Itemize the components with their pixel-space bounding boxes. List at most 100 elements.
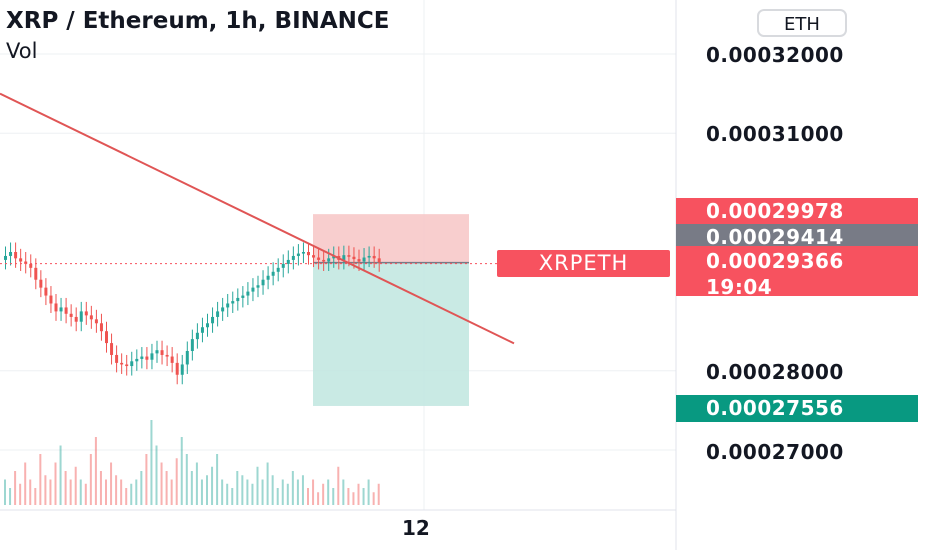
candle-body: [211, 316, 215, 324]
volume-bar: [130, 483, 133, 505]
candle-body: [160, 350, 164, 355]
volume-bar: [372, 492, 375, 505]
candle-body: [190, 339, 194, 351]
volume-bar: [195, 462, 198, 505]
volume-bar: [165, 471, 168, 505]
candle-body: [185, 351, 189, 365]
candle-body: [59, 307, 63, 312]
candle-body: [226, 303, 230, 308]
volume-bar: [347, 488, 350, 505]
volume-bar: [332, 488, 335, 505]
candle-body: [24, 261, 28, 264]
candle-body: [135, 358, 139, 362]
volume-bar: [286, 483, 289, 505]
candle-body: [34, 267, 38, 280]
candle-body: [317, 257, 321, 260]
price-tick-label: 0.00032000: [706, 43, 844, 67]
candle-body: [281, 263, 285, 268]
volume-bar: [79, 479, 82, 505]
candle-body: [165, 354, 169, 357]
volume-bar: [216, 454, 219, 505]
volume-bar: [99, 471, 102, 505]
time-axis-label: 12: [402, 516, 430, 540]
candle-body: [130, 361, 134, 367]
volume-bar: [281, 479, 284, 505]
volume-bar: [89, 454, 92, 505]
volume-bar: [54, 462, 57, 505]
candle-body: [352, 256, 356, 260]
stop-loss-price-badge[interactable]: 0.00029978: [676, 198, 918, 225]
candle-body: [115, 354, 119, 363]
volume-bar: [180, 437, 183, 505]
chart-title: XRP / Ethereum, 1h, BINANCE: [6, 8, 390, 34]
volume-bar: [14, 471, 17, 505]
currency-button[interactable]: ETH: [757, 9, 847, 37]
volume-bar: [322, 483, 325, 505]
candle-body: [327, 258, 331, 262]
volume-bar: [251, 483, 254, 505]
volume-bar: [74, 466, 77, 505]
volume-bar: [44, 475, 47, 505]
volume-bar: [135, 479, 138, 505]
candle-body: [236, 297, 240, 302]
volume-bar: [160, 462, 163, 505]
volume-bar: [39, 454, 42, 505]
candle-body: [29, 263, 33, 268]
candle-body: [175, 362, 179, 375]
volume-bar: [94, 437, 97, 505]
candle-body: [216, 311, 220, 317]
volume-bar: [49, 479, 52, 505]
volume-bar: [200, 479, 203, 505]
volume-bar: [125, 488, 128, 505]
volume-bar: [120, 479, 123, 505]
candle-body: [261, 279, 265, 286]
volume-bar: [327, 479, 330, 505]
volume-bar: [337, 466, 340, 505]
candle-body: [372, 255, 376, 259]
candle-body: [246, 291, 250, 296]
candle-body: [322, 259, 326, 262]
volume-bar: [140, 471, 143, 505]
volume-bar: [155, 445, 158, 505]
volume-bar: [150, 420, 153, 505]
candle-body: [39, 279, 43, 288]
price-tick-label: 0.00031000: [706, 122, 844, 146]
candle-body: [286, 259, 290, 264]
volume-indicator-label[interactable]: Vol: [6, 39, 38, 63]
bar-countdown: 19:04: [706, 275, 773, 299]
candle-body: [4, 255, 7, 260]
candle-body: [276, 267, 280, 272]
symbol-label: XRPETH: [497, 250, 670, 277]
last-price-badge[interactable]: 0.00029366 19:04: [676, 246, 918, 299]
candle-body: [120, 362, 124, 365]
take-profit-price-badge[interactable]: 0.00027556: [676, 395, 918, 422]
candle-body: [332, 255, 336, 259]
volume-bar: [276, 488, 279, 505]
price-tick-label: 0.00027000: [706, 440, 844, 464]
volume-bar: [377, 483, 380, 505]
candle-body: [105, 331, 108, 344]
candle-body: [69, 313, 73, 317]
volume-bar: [342, 479, 345, 505]
candle-body: [256, 285, 260, 288]
volume-bar: [317, 492, 320, 505]
candle-body: [99, 323, 103, 332]
candle-body: [266, 275, 270, 280]
candle-body: [44, 287, 48, 296]
price-tick-label: 0.00028000: [706, 360, 844, 384]
candle-body: [14, 252, 18, 259]
candle-body: [89, 315, 93, 320]
volume-bar: [29, 479, 32, 505]
candle-body: [367, 255, 371, 258]
volume-bar: [296, 479, 299, 505]
candle-body: [271, 271, 275, 276]
volume-bar: [69, 479, 72, 505]
candle-body: [145, 356, 149, 360]
candle-body: [9, 252, 13, 256]
volume-bar: [231, 488, 234, 505]
candle-body: [342, 255, 346, 260]
candle-body: [125, 364, 129, 367]
volume-bar: [185, 454, 188, 505]
take-profit-zone: [313, 262, 469, 406]
